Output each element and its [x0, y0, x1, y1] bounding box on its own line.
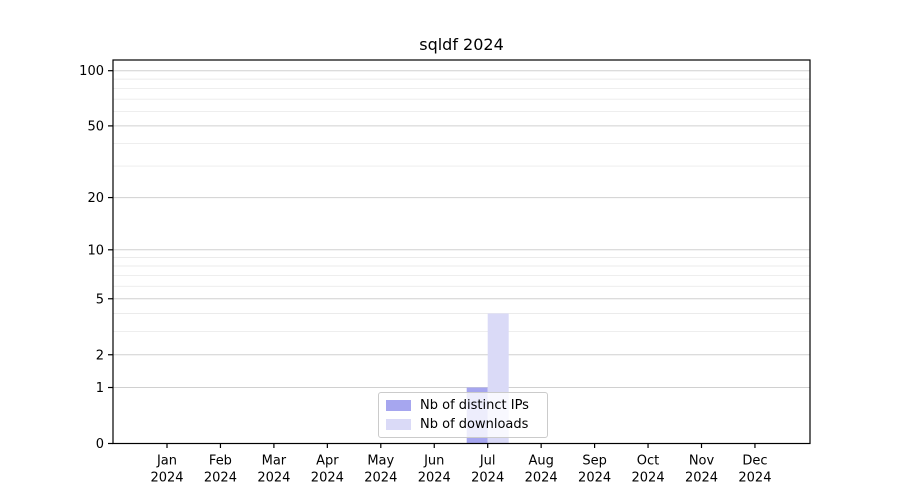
y-tick-label: 5: [96, 292, 104, 307]
legend-label: Nb of distinct IPs: [420, 397, 529, 413]
x-tick-label-month: May: [367, 454, 394, 469]
x-tick-label-month: Jul: [479, 454, 496, 469]
x-tick-label-year: 2024: [204, 471, 237, 486]
x-tick-label-month: Oct: [637, 454, 659, 469]
legend-swatch-icon: [386, 418, 411, 430]
x-tick-label-month: Apr: [316, 454, 339, 469]
x-tick-label-year: 2024: [525, 471, 558, 486]
x-tick-label-year: 2024: [471, 471, 504, 486]
y-tick-label: 2: [96, 348, 104, 363]
x-tick-label-month: Nov: [689, 454, 715, 469]
x-tick-label-year: 2024: [418, 471, 451, 486]
legend-swatch-icon: [386, 400, 411, 412]
x-tick-label-month: Feb: [209, 454, 232, 469]
legend: Nb of distinct IPs Nb of downloads: [378, 392, 548, 438]
plot-frame: [112, 59, 811, 445]
chart-title: sqldf 2024: [419, 35, 504, 54]
x-tick-label-month: Aug: [528, 454, 553, 469]
plot-background: [113, 60, 810, 444]
legend-entry-distinct-ips: Nb of distinct IPs: [386, 398, 539, 414]
x-tick-label-month: Mar: [262, 454, 287, 469]
x-tick-label-year: 2024: [311, 471, 344, 486]
x-tick-label-year: 2024: [364, 471, 397, 486]
y-tick-label: 100: [79, 64, 104, 79]
y-tick-label: 20: [87, 191, 104, 206]
x-tick-label-year: 2024: [578, 471, 611, 486]
y-tick-label: 10: [87, 243, 104, 258]
legend-label: Nb of downloads: [420, 416, 529, 432]
y-tick-label: 0: [96, 437, 104, 452]
x-tick-label-month: Jan: [156, 454, 177, 469]
x-tick-label-month: Jun: [423, 454, 444, 469]
y-tick-label: 1: [96, 381, 104, 396]
x-tick-label-year: 2024: [257, 471, 290, 486]
x-tick-label-year: 2024: [685, 471, 718, 486]
x-tick-label-month: Sep: [582, 454, 607, 469]
x-tick-label-year: 2024: [738, 471, 771, 486]
legend-entry-downloads: Nb of downloads: [386, 417, 539, 433]
x-tick-label-year: 2024: [632, 471, 665, 486]
x-tick-label-month: Dec: [742, 454, 767, 469]
y-tick-label: 50: [87, 119, 104, 134]
x-tick-label-year: 2024: [150, 471, 183, 486]
